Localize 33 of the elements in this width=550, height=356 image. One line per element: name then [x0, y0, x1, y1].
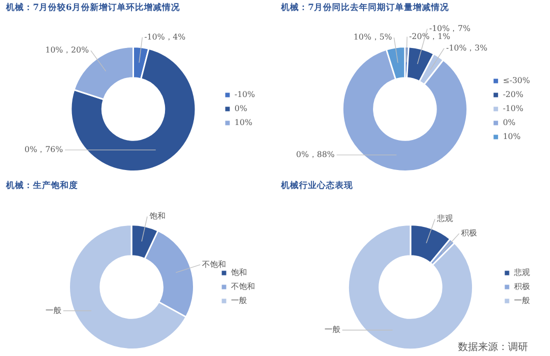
data-label: -10%，3% [446, 43, 488, 52]
legend-label: 一般 [231, 296, 247, 306]
legend-label: 10% [502, 132, 521, 142]
legend-label: 0% [502, 118, 516, 128]
data-label: 一般 [45, 306, 62, 315]
data-label: 一般 [324, 325, 340, 334]
legend-label: ≤-30% [502, 76, 530, 86]
data-label: 积极 [461, 228, 478, 238]
data-label: -20%，1% [409, 32, 451, 41]
data-label: 不饱和 [202, 260, 226, 269]
legend-label: 悲观 [513, 268, 530, 278]
data-label: 悲观 [436, 214, 453, 224]
legend-label: 10% [234, 118, 253, 128]
legend-label: 积极 [514, 282, 530, 292]
legend-label: -20% [502, 90, 524, 100]
legend-label: 饱和 [230, 268, 247, 278]
legend-label: 一般 [514, 296, 530, 306]
data-label: 10%，5% [354, 32, 392, 42]
data-label: 10%，20% [45, 46, 90, 55]
legend-label: 不饱和 [231, 282, 255, 292]
chart-title: 机械：7月份同比去年同期订单量增减情况 [281, 2, 449, 14]
data-label: 0%，88% [296, 150, 336, 159]
chart-title: 机械行业心态表现 [281, 180, 353, 192]
data-label: -10%，4% [144, 32, 186, 42]
source-note: 数据来源：调研 [458, 340, 528, 354]
legend-label: -10% [234, 90, 256, 100]
data-label: 饱和 [148, 212, 166, 221]
legend-label: 0% [234, 104, 248, 114]
chart-title: 机械：生产饱和度 [6, 180, 78, 192]
data-label: -10%，7% [429, 24, 471, 33]
data-label: 0%，76% [24, 144, 64, 154]
chart-title: 机械：7月份较6月份新增订单环比增减情况 [6, 2, 180, 14]
legend-label: -10% [502, 104, 524, 114]
